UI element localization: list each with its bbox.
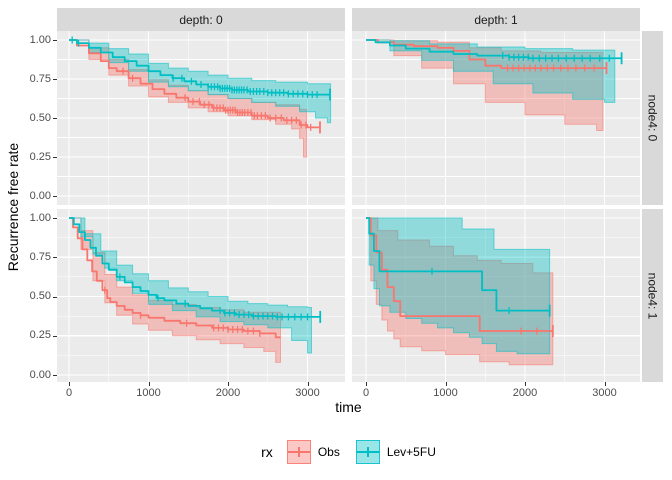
facet-strip-depth-0: depth: 0 <box>57 8 345 31</box>
x-axis-tick-label: 2000 <box>512 387 538 399</box>
y-axis-tick-label: 0.75 <box>29 250 51 263</box>
x-axis-tick-label: 3000 <box>295 387 320 399</box>
facet-strip-depth-1: depth: 1 <box>352 8 640 31</box>
survival-curve-Obs <box>69 217 281 339</box>
x-axis-tick-label: 3000 <box>592 387 617 399</box>
legend-title: rx <box>261 444 273 460</box>
x-axis-tick <box>525 382 526 386</box>
facet-strip-node4-1: node4: 1 <box>642 209 663 382</box>
x-axis-tick-label: 0 <box>362 387 370 399</box>
x-axis-tick-label: 1000 <box>136 387 161 399</box>
survival-curve-Lev+5FU <box>69 217 322 323</box>
x-axis-tick <box>228 382 229 386</box>
x-axis-tick-label: 1000 <box>433 387 458 399</box>
y-axis-tick-label: 0.50 <box>29 290 51 302</box>
x-axis-tick <box>69 382 70 386</box>
survival-curve-Lev+5FU <box>69 36 331 101</box>
facet-strip-label: depth: 0 <box>179 12 223 27</box>
facet-strip-label: node4: 1 <box>645 272 660 319</box>
y-axis-tick <box>53 40 57 41</box>
y-axis-tick-label: 0.25 <box>29 150 51 163</box>
confidence-band-Lev+5FU <box>366 217 551 355</box>
legend-item-label: Lev+5FU <box>386 445 436 459</box>
x-axis-tick-label: 2000 <box>215 387 241 399</box>
facet-panel-depth0-node41 <box>57 209 345 382</box>
y-axis-tick-label: 0.25 <box>29 329 51 342</box>
facet-strip-label: depth: 1 <box>474 12 518 27</box>
x-axis-tick-label: 0 <box>65 387 73 399</box>
facet-panel-depth1-node40 <box>352 31 640 205</box>
x-axis-tick <box>307 382 309 386</box>
y-axis-tick-label: 0.50 <box>29 111 51 124</box>
y-axis-tick <box>53 218 57 219</box>
x-axis-tick <box>366 382 367 386</box>
legend-item-label: Obs <box>317 445 340 459</box>
legend: rx Obs Lev+5FU <box>57 435 640 469</box>
survival-curve-Lev+5FU <box>366 39 623 65</box>
y-axis-tick-label: 1.00 <box>29 33 51 46</box>
x-axis-tick <box>148 382 150 386</box>
x-axis-tick <box>604 382 606 386</box>
survival-curve-Lev+5FU <box>366 217 551 317</box>
legend-item-Lev+5FU: Lev+5FU <box>355 440 436 464</box>
y-axis-tick <box>53 196 57 197</box>
facet-strip-label: node4: 0 <box>645 94 660 142</box>
survival-curve-Obs <box>69 39 321 134</box>
facet-panel-depth1-node41 <box>352 209 640 382</box>
y-axis-tick <box>53 118 57 119</box>
y-axis-tick-label: 1.00 <box>29 211 51 224</box>
confidence-band-Obs <box>366 39 604 131</box>
x-axis-tick <box>445 382 447 386</box>
x-axis-title: time <box>335 399 362 415</box>
y-axis-tick <box>53 79 57 80</box>
facet-strip-node4-0: node4: 0 <box>642 31 663 205</box>
facet-panel-depth0-node40 <box>57 31 345 205</box>
y-axis-tick <box>53 335 57 337</box>
survival-curve-Obs <box>366 39 608 75</box>
y-axis-tick-label: 0.75 <box>29 72 51 85</box>
y-axis-tick-label: 0.00 <box>29 368 51 381</box>
legend-key-icon <box>355 440 380 464</box>
confidence-band-Obs <box>366 217 554 366</box>
y-axis-tick <box>53 257 57 259</box>
legend-key-censor-tick <box>297 447 300 457</box>
y-axis-title: Recurrence free rate <box>5 142 21 272</box>
y-axis-tick <box>53 157 57 158</box>
legend-items: Obs Lev+5FU <box>286 440 436 464</box>
y-axis-tick-label: 0.00 <box>29 189 51 202</box>
legend-key-censor-tick <box>366 447 369 457</box>
legend-item-Obs: Obs <box>286 440 340 464</box>
legend-key-icon <box>286 440 311 464</box>
y-axis-tick <box>53 296 57 298</box>
y-axis-tick <box>53 375 57 376</box>
